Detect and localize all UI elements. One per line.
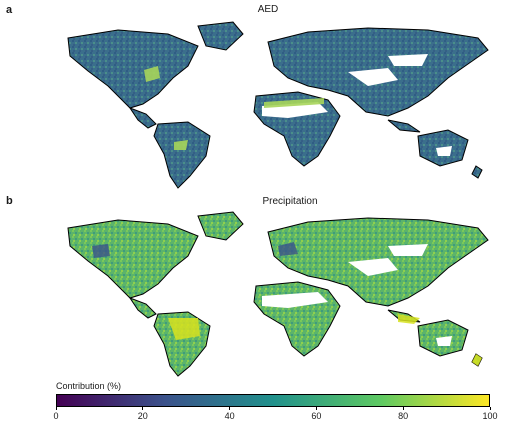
no-data-areas-b [262,244,452,346]
colorbar-tick-mark [142,407,144,410]
colorbar-tick-mark [229,407,231,410]
colorbar-tick-mark [489,407,491,410]
colorbar-tick-label: 0 [53,411,59,421]
panel-a-title: AED [257,4,279,15]
colorbar [56,394,490,407]
colorbar-tick-label: 100 [482,411,498,421]
colorbar-tick-label: 40 [224,411,235,421]
panel-b-title: Precipitation [262,196,318,207]
continents-b [67,211,489,377]
colorbar-tick-label: 20 [137,411,148,421]
colorbar-tick-mark [55,407,57,410]
colorbar-tick-label: 60 [311,411,322,421]
colorbar-label: Contribution (%) [56,381,122,391]
panel-a-letter: a [6,4,13,16]
highlight-areas-b [168,314,482,366]
highlight-areas-a [144,66,324,150]
no-data-areas-a [262,54,452,156]
colorbar-tick-label: 80 [398,411,409,421]
map-panel-b [67,211,489,377]
map-panel-a [67,21,489,189]
panel-b-letter: b [6,195,13,207]
colorbar-tick-mark [402,407,404,410]
colorbar-tick-mark [315,407,317,410]
dark-areas-b [92,242,298,258]
